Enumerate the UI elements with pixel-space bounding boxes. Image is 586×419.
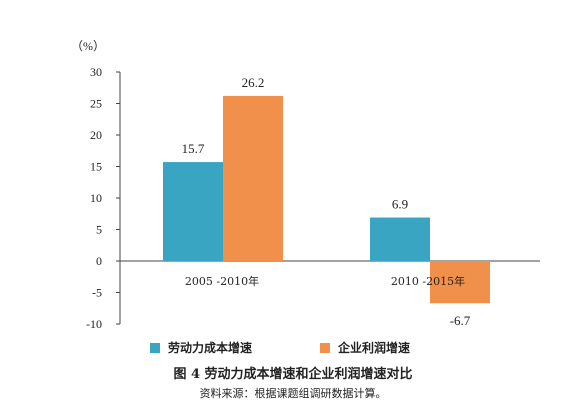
bar bbox=[430, 261, 490, 304]
bar bbox=[163, 162, 223, 261]
bar bbox=[370, 217, 430, 261]
y-tick-label: -5 bbox=[92, 286, 102, 300]
y-tick-label: 20 bbox=[90, 128, 102, 142]
labels: 15.7 26.2 2005 -2010年 6.9 -6.7 2010 -2015年 bbox=[182, 75, 471, 328]
data-label: 15.7 bbox=[182, 141, 205, 156]
source-note: 资料来源：根据课题组调研数据计算。 bbox=[199, 387, 387, 400]
y-tick-label: 15 bbox=[90, 160, 102, 174]
y-tick-label: 0 bbox=[96, 254, 102, 268]
y-tick-label: 10 bbox=[90, 191, 102, 205]
y-tick-label: 30 bbox=[90, 65, 102, 79]
legend: 劳动力成本增速 企业利润增速 bbox=[150, 339, 450, 357]
legend-swatch-labor-cost bbox=[150, 342, 160, 353]
data-label: -6.7 bbox=[450, 313, 471, 328]
bar-chart: （%） 30 25 20 15 10 5 0 -5 -10 15.7 26.2 2005 -2010年… bbox=[71, 39, 540, 331]
legend-swatch-profit bbox=[320, 342, 330, 353]
y-axis-unit: （%） bbox=[71, 39, 105, 53]
y-tick-label: 5 bbox=[96, 223, 102, 237]
legend-label-labor-cost: 劳动力成本增速 bbox=[168, 341, 253, 355]
data-label: 6.9 bbox=[392, 197, 408, 212]
y-tick-label: -10 bbox=[86, 317, 102, 331]
data-label: 26.2 bbox=[242, 75, 265, 90]
legend-label-profit: 企业利润增速 bbox=[338, 341, 411, 355]
category-label: 2005 -2010年 bbox=[185, 274, 259, 288]
legend-item-profit: 企业利润增速 bbox=[320, 339, 410, 356]
legend-item-labor-cost: 劳动力成本增速 bbox=[150, 339, 252, 356]
y-tick-label: 25 bbox=[90, 97, 102, 111]
figure-title: 图 4 劳动力成本增速和企业利润增速对比 bbox=[173, 367, 413, 382]
axes: （%） 30 25 20 15 10 5 0 -5 -10 bbox=[71, 39, 540, 331]
bar bbox=[223, 95, 283, 261]
bars bbox=[163, 95, 490, 304]
category-label: 2010 -2015年 bbox=[391, 274, 465, 288]
